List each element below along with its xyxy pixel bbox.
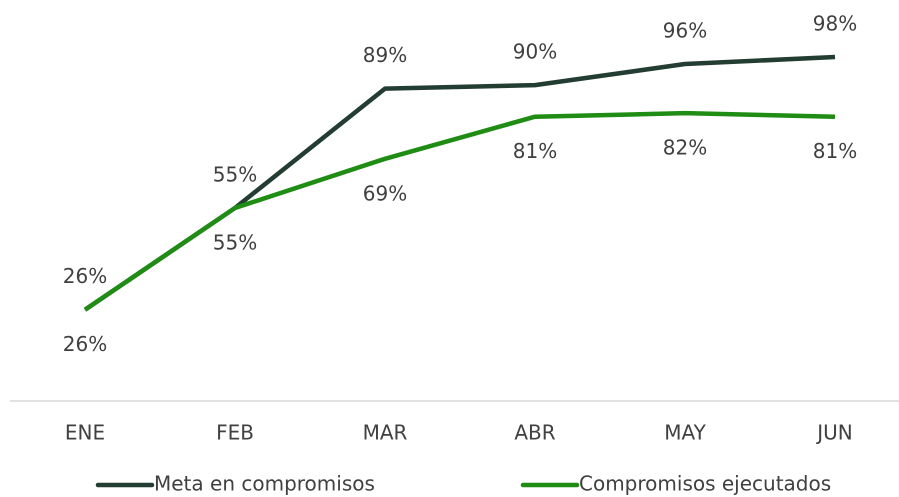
legend-label: Meta en compromisos	[154, 472, 375, 496]
series-line	[83, 110, 836, 312]
data-label: 69%	[363, 181, 407, 205]
x-tick-label: MAR	[363, 421, 408, 445]
x-tick-label: JUN	[815, 421, 853, 445]
x-tick-label: ABR	[514, 421, 555, 445]
data-label: 26%	[63, 264, 107, 288]
data-label: 96%	[663, 19, 707, 43]
data-label: 98%	[813, 12, 857, 36]
data-label: 55%	[213, 230, 257, 254]
x-tick-label: ENE	[65, 421, 105, 445]
data-label: 55%	[213, 162, 257, 186]
data-label: 26%	[63, 332, 107, 356]
data-label: 82%	[663, 136, 707, 160]
data-label: 89%	[363, 43, 407, 67]
data-label: 90%	[513, 40, 557, 64]
data-label: 81%	[513, 139, 557, 163]
x-tick-label: MAY	[664, 421, 706, 445]
series-line	[83, 54, 836, 312]
legend-label: Compromisos ejecutados	[579, 472, 831, 496]
x-tick-label: FEB	[216, 421, 254, 445]
data-label: 81%	[813, 139, 857, 163]
